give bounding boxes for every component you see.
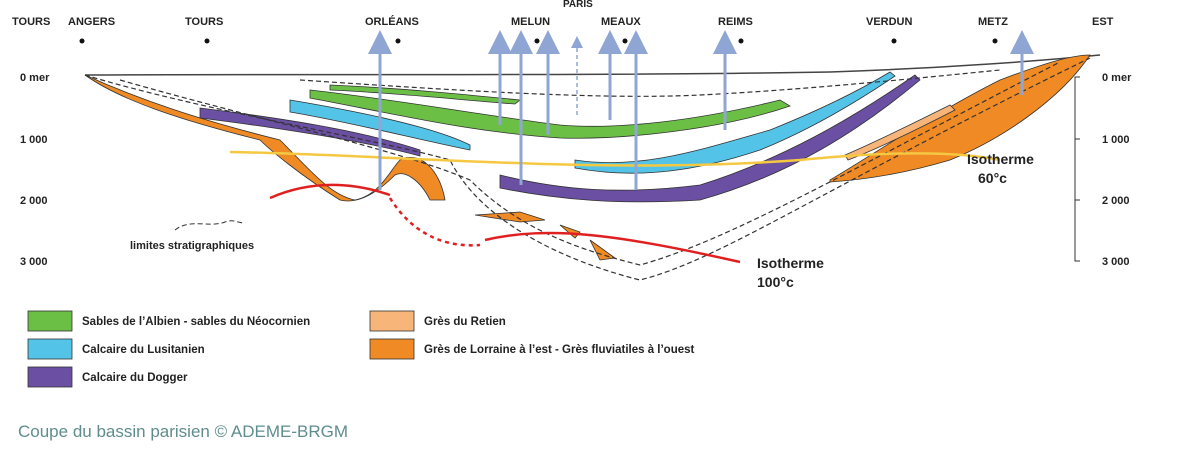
depth-label: 1 000	[1102, 134, 1130, 146]
legend-label: Grès du Retien	[424, 316, 506, 328]
city-dot	[79, 38, 85, 44]
legend-swatch	[27, 310, 73, 332]
edge-label: TOURS	[12, 16, 50, 28]
city-dot	[534, 38, 540, 44]
depth-label: 0 mer	[1102, 72, 1132, 84]
legend-swatch	[369, 310, 415, 332]
edge-label: EST	[1092, 16, 1114, 28]
depth-label: 0 mer	[20, 72, 50, 84]
isotherm-label: Isotherme	[967, 151, 1034, 167]
legend-swatch	[27, 338, 73, 360]
isotherm-label: 100°c	[757, 274, 794, 290]
isotherm-label: Isotherme	[757, 255, 824, 271]
cross-section	[84, 30, 1101, 281]
city-label: MELUN	[511, 16, 550, 28]
legend-label: Calcaire du Lusitanien	[82, 344, 205, 356]
caption: Coupe du bassin parisien © ADEME-BRGM	[18, 422, 348, 441]
depth-label: 3 000	[20, 256, 48, 268]
city-label: TOURS	[185, 16, 223, 28]
legend-swatch	[369, 338, 415, 360]
city-label: ANGERS	[68, 16, 115, 28]
isotherm-label: 60°c	[978, 170, 1007, 186]
city-labels: ANGERS TOURS ORLÉANS MELUN MEAUX REIMS VERDUN M…	[68, 15, 1008, 44]
legend-label: Sables de l’Albien - sables du Néocornie…	[82, 316, 310, 328]
depth-axes: 0 mer 0 mer 1 000 1 000 2 000 2 000 3 000 3 000	[20, 72, 1132, 268]
city-dot	[622, 38, 628, 44]
depth-label: 1 000	[20, 134, 48, 146]
city-label: METZ	[978, 16, 1008, 28]
depth-label: 3 000	[1102, 256, 1130, 268]
legend-swatch	[27, 366, 73, 388]
paris-label: PARIS	[563, 0, 593, 10]
legend-label: Calcaire du Dogger	[82, 372, 188, 384]
legend: Sables de l’Albien - sables du Néocornie…	[27, 310, 695, 388]
legend-label: Grès de Lorraine à l’est - Grès fluviati…	[424, 344, 695, 356]
city-dot	[891, 38, 897, 44]
city-label: REIMS	[718, 16, 753, 28]
city-label: ORLÉANS	[365, 15, 419, 28]
city-label: VERDUN	[866, 16, 913, 28]
depth-label: 2 000	[20, 195, 48, 207]
city-label: MEAUX	[601, 16, 641, 28]
city-dot	[992, 38, 998, 44]
city-dot	[395, 38, 401, 44]
depth-label: 2 000	[1102, 195, 1130, 207]
city-dot	[204, 38, 210, 44]
annotation: limites stratigraphiques	[130, 240, 254, 252]
city-dot	[738, 38, 744, 44]
